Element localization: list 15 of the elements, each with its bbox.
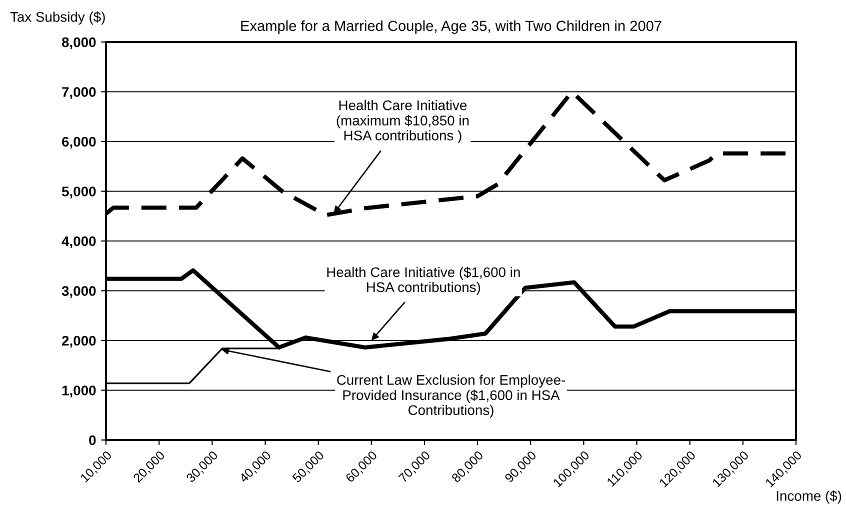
chart-title: Example for a Married Couple, Age 35, with Two Children in 2007 (241, 20, 662, 34)
annotation: Current Law Exclusion for Employee- Provided Insurance ($1,600 in HSA Contributions) (337, 374, 566, 418)
annotation: Health Care Initiative ($1,600 in HSA contributions) (327, 266, 520, 295)
y-axis-title: Tax Subsidy ($) (10, 11, 105, 25)
y-tick-label: 3,000 (62, 286, 96, 298)
y-tick-label: 6,000 (62, 136, 96, 149)
y-tick-label: 5,000 (62, 186, 96, 198)
annotation: Health Care Initiative (maximum $10,850 in HSA contributions ) (336, 100, 469, 144)
y-tick-label: 0 (89, 435, 96, 446)
x-axis-title: Income ($) (776, 490, 842, 504)
y-tick-label: 4,000 (62, 236, 96, 248)
y-tick-label: 1,000 (62, 386, 96, 398)
y-tick-label: 8,000 (62, 37, 96, 50)
y-tick-label: 7,000 (62, 87, 96, 99)
y-tick-label: 2,000 (62, 336, 96, 348)
